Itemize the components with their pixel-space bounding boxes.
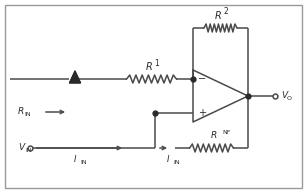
Text: IN: IN [173,161,180,166]
Text: NF: NF [223,130,231,135]
Text: R: R [215,11,222,21]
Text: V: V [18,144,24,152]
Text: V: V [281,91,287,101]
Text: IN: IN [24,113,31,118]
Polygon shape [69,71,81,83]
Text: O: O [287,96,292,102]
Text: 1: 1 [154,58,159,68]
Text: R: R [18,108,24,117]
Text: I: I [74,156,76,164]
Text: 2: 2 [223,8,228,16]
Text: IN: IN [25,148,32,153]
Text: R: R [210,131,217,141]
Text: −: − [198,74,206,84]
Text: +: + [198,108,206,118]
Text: R: R [146,62,153,72]
Text: IN: IN [80,161,87,166]
Text: I: I [167,156,169,164]
